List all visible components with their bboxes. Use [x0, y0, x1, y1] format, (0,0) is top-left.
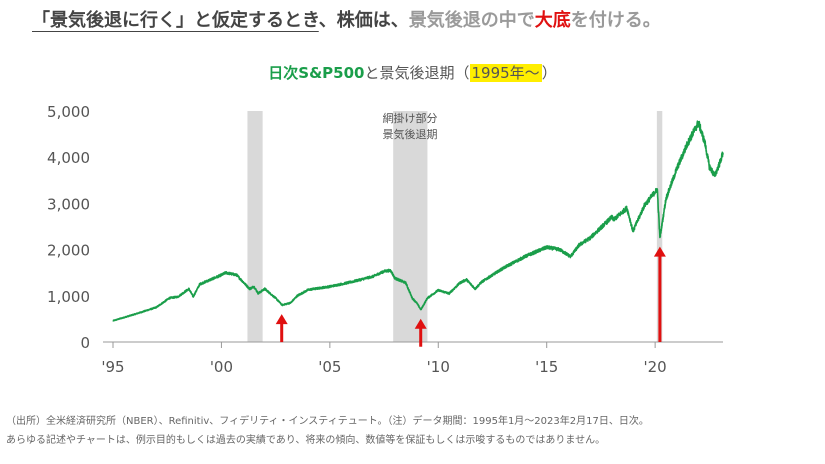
- chart-title: 日次S&P500と景気後退期（ 1995年〜）: [0, 62, 825, 83]
- y-tick-label: 3,000: [47, 195, 90, 213]
- bottom-arrow-head: [653, 246, 666, 257]
- axis-layer: 0 1,000 2,000 3,000 4,000 5,000 '95 '00 '05 '10 '1…: [47, 103, 723, 376]
- headline-underlined: 「景気後退に行く」と仮定するとき: [32, 10, 319, 31]
- x-tick-label: '15: [535, 358, 558, 376]
- bottom-arrow-2: [414, 318, 427, 347]
- x-tick-label: '20: [644, 358, 667, 376]
- y-tick-label: 2,000: [47, 242, 90, 260]
- y-tick-label: 4,000: [47, 149, 90, 167]
- x-tick-label: '00: [210, 358, 233, 376]
- chart-title-series: 日次S&P500: [268, 64, 365, 82]
- chart-title-close: ）: [541, 64, 557, 82]
- recession-band-1: [247, 111, 263, 342]
- chart-title-period: 1995年〜: [469, 64, 542, 82]
- headline-mid: 、株価は、: [318, 10, 409, 31]
- footnote-disclaimer: あらゆる記述やチャートは、例示目的もしくは過去の実績であり、将来の傾向、数値等を…: [6, 435, 606, 446]
- y-tick-label: 0: [80, 334, 90, 352]
- footnote-source: （出所）全米経済研究所（NBER）、Refinitiv、フィデリティ・インスティ…: [6, 416, 649, 427]
- headline-tail: を付ける。: [570, 10, 661, 31]
- headline-muted: 景気後退の中で: [408, 10, 535, 31]
- bottom-arrow-head: [275, 314, 288, 325]
- chart-title-connector: と景気後退期（: [364, 64, 470, 82]
- x-tick-label: '95: [101, 358, 124, 376]
- sp500-chart: 0 1,000 2,000 3,000 4,000 5,000 '95 '00 '05 '10 '1…: [47, 103, 724, 376]
- bottom-arrow-1: [275, 314, 288, 343]
- x-tick-label: '10: [427, 358, 450, 376]
- headline: 「景気後退に行く」と仮定するとき、株価は、景気後退の中で大底を付ける。: [32, 8, 661, 34]
- sp500-line: [112, 120, 724, 322]
- bottom-arrow-3: [653, 246, 666, 342]
- y-tick-label: 1,000: [47, 288, 90, 306]
- headline-accent: 大底: [534, 10, 571, 31]
- bottom-arrow-head: [414, 318, 427, 329]
- annotation-line-2: 景気後退期: [383, 127, 438, 141]
- marker-layer: [275, 246, 666, 347]
- line-layer: [112, 120, 724, 322]
- y-tick-label: 5,000: [47, 103, 90, 121]
- recession-band-2: [393, 111, 428, 342]
- annotation-line-1: 網掛け部分: [383, 111, 438, 125]
- x-tick-label: '05: [318, 358, 341, 376]
